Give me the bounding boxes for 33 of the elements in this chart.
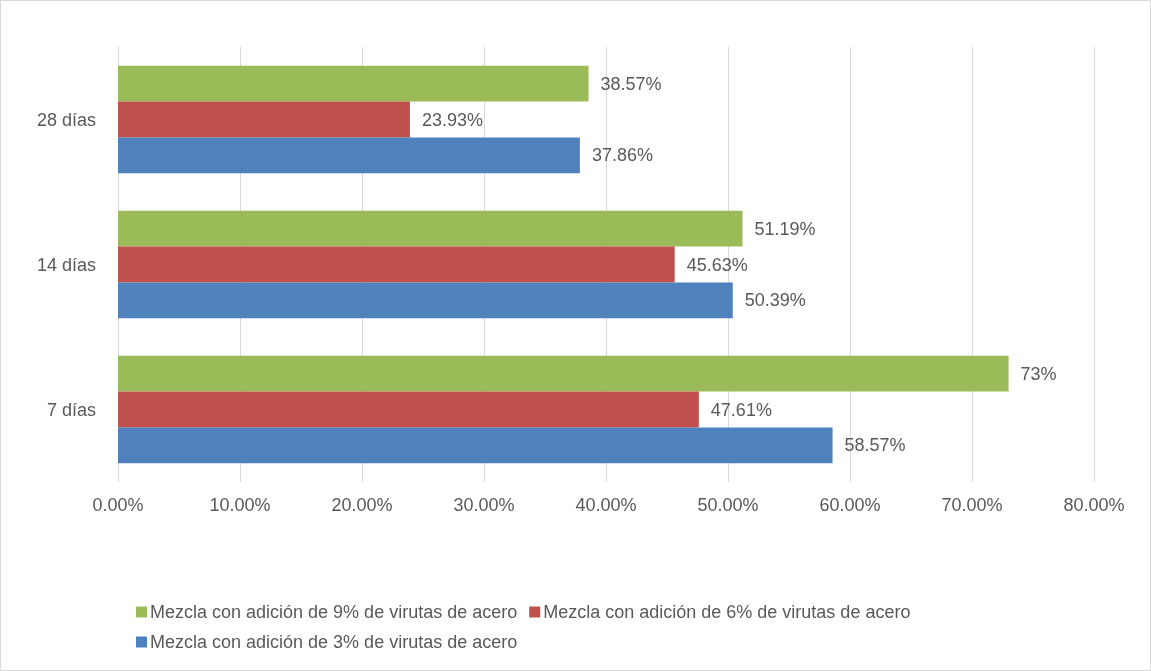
legend-label: Mezcla con adición de 9% de virutas de acero — [150, 602, 518, 622]
data-label: 51.19% — [754, 218, 816, 239]
bar — [118, 65, 589, 102]
legend-label: Mezcla con adición de 6% de virutas de acero — [543, 602, 911, 622]
data-label: 45.63% — [686, 254, 748, 275]
y-tick-label: 14 días — [36, 254, 96, 275]
y-tick-label: 28 días — [36, 109, 96, 130]
x-tick-label: 10.00% — [209, 495, 271, 515]
bar — [118, 137, 580, 174]
bar — [118, 210, 743, 247]
data-label: 73% — [1020, 363, 1057, 384]
bar — [118, 355, 1009, 392]
x-tick-label: 20.00% — [331, 495, 393, 515]
legend-label: Mezcla con adición de 3% de virutas de acero — [150, 632, 518, 652]
data-label: 38.57% — [600, 73, 662, 94]
x-tick-label: 70.00% — [941, 495, 1003, 515]
bar — [118, 101, 410, 138]
x-tick-label: 30.00% — [453, 495, 515, 515]
y-tick-label: 7 días — [46, 399, 96, 420]
data-label: 58.57% — [844, 435, 906, 456]
data-label: 47.61% — [710, 399, 772, 420]
x-tick-label: 80.00% — [1063, 495, 1125, 515]
x-tick-label: 60.00% — [819, 495, 881, 515]
data-label: 23.93% — [421, 109, 484, 130]
bar — [118, 427, 833, 464]
data-label: 37.86% — [591, 145, 653, 166]
bar — [118, 391, 699, 428]
bar — [118, 246, 675, 283]
bar — [118, 282, 733, 319]
x-tick-label: 50.00% — [697, 495, 759, 515]
x-tick-label: 40.00% — [575, 495, 637, 515]
x-tick-label: 0.00% — [92, 495, 144, 515]
data-label: 50.39% — [744, 290, 806, 311]
